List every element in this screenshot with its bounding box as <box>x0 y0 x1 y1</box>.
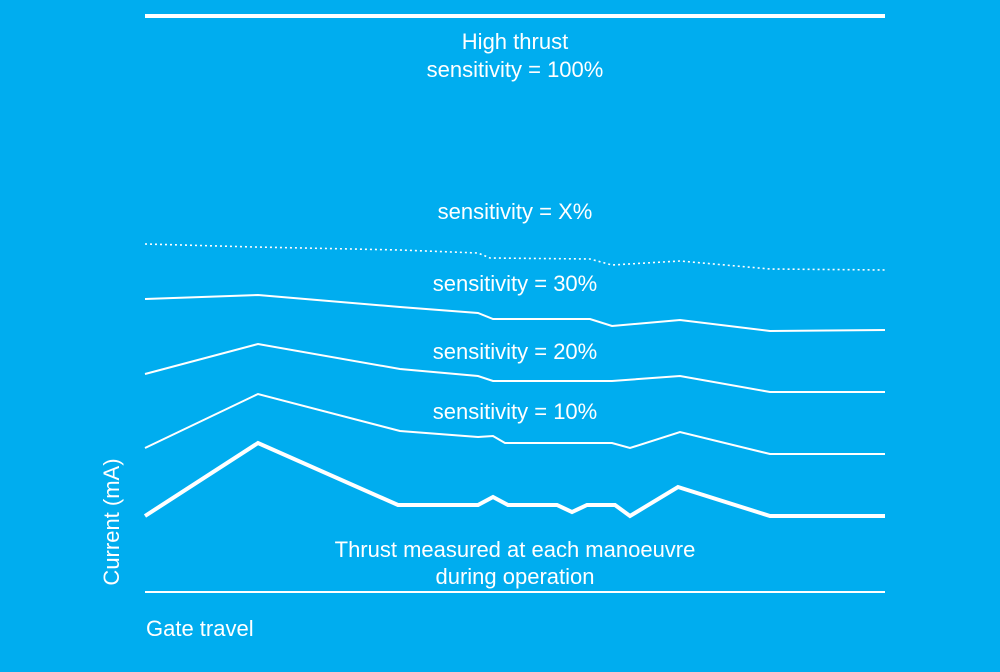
x-axis-label: Gate travel <box>146 616 254 641</box>
sensitivity-30-curve <box>144 293 886 333</box>
y-axis-label: Current (mA) <box>99 458 124 585</box>
sensitivity-30-label: sensitivity = 30% <box>433 271 597 296</box>
high-thrust-title: High thrust <box>462 29 568 54</box>
sensitivity-10-label: sensitivity = 10% <box>433 399 597 424</box>
measured-thrust-label-line1: Thrust measured at each manoeuvre <box>335 537 696 562</box>
sensitivity-20-curve <box>144 342 885 393</box>
high-thrust-sensitivity-label: sensitivity = 100% <box>427 57 604 82</box>
measured-thrust-label-line2: during operation <box>435 564 594 589</box>
sensitivity-10-curve <box>144 392 885 455</box>
sensitivity-x-label: sensitivity = X% <box>438 199 593 224</box>
sensitivity-x-curve <box>144 243 886 271</box>
measured-thrust-curve <box>143 440 885 519</box>
sensitivity-20-label: sensitivity = 20% <box>433 339 597 364</box>
